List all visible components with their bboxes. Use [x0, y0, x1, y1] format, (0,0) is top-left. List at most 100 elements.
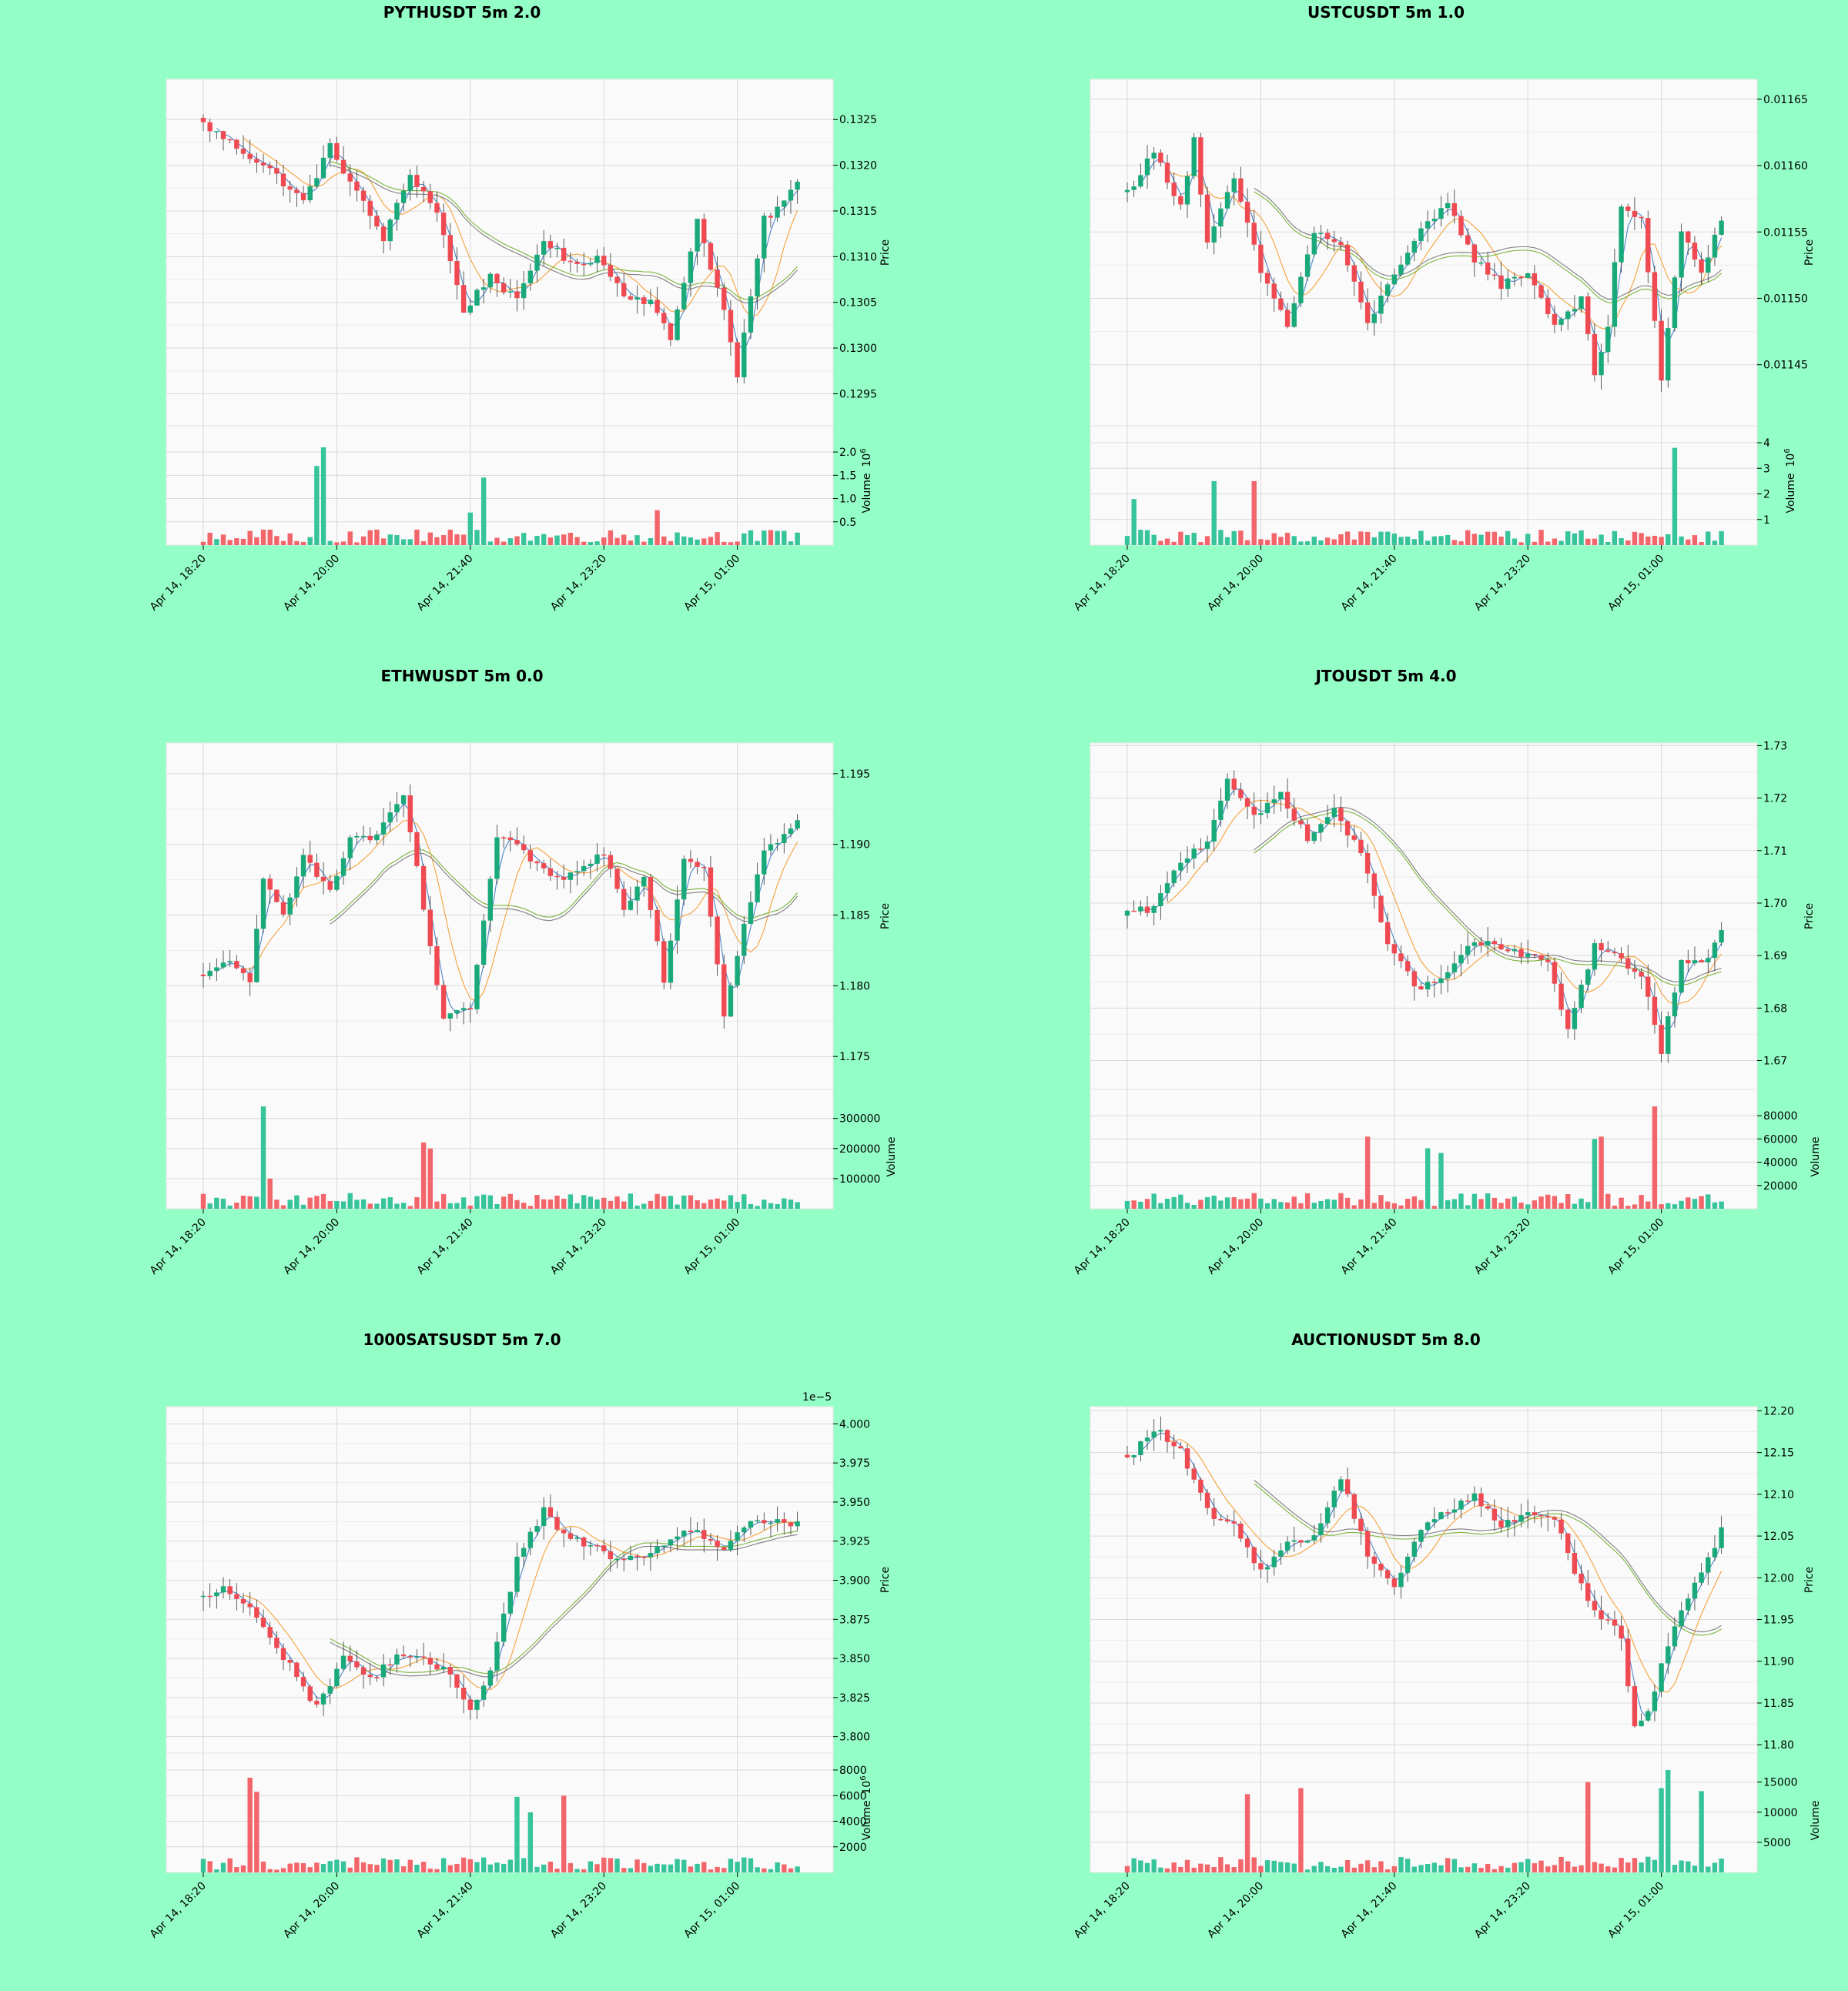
price-tick-label: 0.1325 — [839, 114, 877, 126]
volume-bar — [1404, 536, 1411, 545]
candle-body — [1424, 1522, 1431, 1531]
volume-bar — [1284, 1862, 1291, 1872]
candle-body — [742, 923, 747, 956]
candle-body — [1164, 162, 1170, 183]
volume-bar — [554, 1195, 560, 1209]
candle-body — [721, 964, 727, 1017]
volume-bar — [1538, 1196, 1544, 1209]
candle-body — [1558, 983, 1564, 1010]
volume-bar — [1659, 537, 1664, 545]
candle-body — [782, 200, 787, 207]
volume-bar — [668, 1864, 674, 1872]
volume-bar — [1471, 1193, 1478, 1209]
candle-body — [1231, 778, 1237, 790]
volume-tick-label: 60000 — [1763, 1133, 1798, 1146]
price-axis: 1.67 1.68 1.69 1.70 1.71 1.72 1.73 — [1090, 740, 1787, 1068]
candle-body — [1659, 1024, 1664, 1054]
candle-body — [500, 837, 507, 839]
candle-body — [634, 1555, 640, 1558]
volume-bar — [634, 1859, 640, 1872]
x-tick-label: Apr 14, 20:00 — [281, 1880, 342, 1941]
volume-bar — [1131, 1200, 1137, 1209]
candle-body — [414, 175, 420, 187]
volume-bar — [1572, 533, 1578, 545]
volume-bar — [661, 1864, 667, 1872]
candle-body — [668, 1539, 674, 1546]
candle-body — [681, 858, 687, 900]
candle-body — [1398, 264, 1404, 275]
volume-bar — [634, 1205, 640, 1209]
candle-body — [1191, 137, 1197, 176]
volume-bar — [1471, 1863, 1478, 1872]
candle-body — [1445, 1512, 1451, 1514]
candle-body — [661, 941, 667, 983]
volume-bar — [374, 1865, 380, 1872]
volume-bar — [1465, 1205, 1471, 1209]
candle-body — [1498, 1520, 1504, 1528]
candle-body — [1344, 821, 1351, 836]
candle-body — [1451, 1509, 1458, 1513]
candle-body — [1672, 992, 1678, 1016]
volume-bar — [1538, 1860, 1544, 1872]
candle-body — [247, 973, 253, 982]
candle-body — [1271, 799, 1277, 803]
ma-line-0 — [216, 1516, 798, 1704]
candle-body — [534, 861, 540, 864]
candle-body — [1572, 1008, 1578, 1029]
candle-body — [460, 285, 467, 313]
candle-body — [320, 876, 326, 882]
candle-body — [675, 899, 680, 941]
volume-bar — [480, 477, 487, 545]
candle-body — [1404, 1556, 1411, 1573]
volume-bar — [1592, 1139, 1598, 1209]
candle-body — [1478, 262, 1484, 264]
candle-body — [1278, 791, 1284, 800]
volume-bar — [1338, 1193, 1344, 1209]
volume-bar — [1639, 1195, 1644, 1209]
candle-body — [782, 1519, 787, 1523]
volume-bar — [400, 539, 407, 545]
volume-bar — [1304, 1193, 1311, 1209]
candle-body — [755, 874, 760, 902]
candle-body — [240, 1598, 246, 1604]
candle-body — [534, 254, 540, 271]
volume-bar — [1391, 1203, 1397, 1209]
volume-bar — [728, 542, 734, 545]
volume-bar — [447, 1865, 453, 1872]
candle-body — [340, 858, 346, 876]
volume-bar — [1231, 530, 1237, 545]
candle-body — [567, 1533, 574, 1539]
price-axis: 0.01145 0.01150 0.01155 0.01160 0.01165 — [1090, 94, 1808, 372]
volume-bar — [1565, 531, 1571, 545]
candle-body — [762, 1520, 767, 1524]
volume-bar — [274, 536, 280, 545]
volume-bar — [1431, 536, 1438, 545]
volume-bar — [621, 1201, 627, 1209]
volume-bar — [260, 1861, 266, 1872]
volume-bar — [1692, 535, 1698, 545]
volume-bar — [742, 1857, 747, 1872]
candle-body — [641, 876, 647, 887]
candle-body — [1445, 972, 1451, 979]
chart-title: PYTHUSDT 5m 2.0 — [383, 3, 541, 22]
candle-body — [1558, 319, 1564, 325]
candle-body — [280, 1648, 286, 1661]
candle-body — [1264, 1567, 1270, 1570]
volume-bar — [407, 539, 413, 545]
volume-bar — [782, 1864, 787, 1872]
volume-bar — [1512, 538, 1518, 545]
volume-bar — [1264, 1203, 1270, 1209]
candle-body — [1198, 848, 1204, 850]
candle-body — [1151, 1431, 1157, 1438]
chart-title: 1000SATSUSDT 5m 7.0 — [363, 1330, 561, 1349]
x-tick-label: Apr 14, 21:40 — [1339, 1880, 1400, 1941]
volume-bar — [1699, 1791, 1704, 1872]
volume-bar — [742, 1194, 747, 1209]
candle-body — [735, 955, 740, 985]
volume-bar — [1298, 1788, 1304, 1872]
volume-bar — [1318, 1200, 1324, 1209]
volume-bar — [1552, 538, 1558, 545]
volume-bar — [1198, 542, 1204, 545]
volume-bar — [220, 534, 226, 545]
volume-bar — [1411, 1196, 1418, 1209]
